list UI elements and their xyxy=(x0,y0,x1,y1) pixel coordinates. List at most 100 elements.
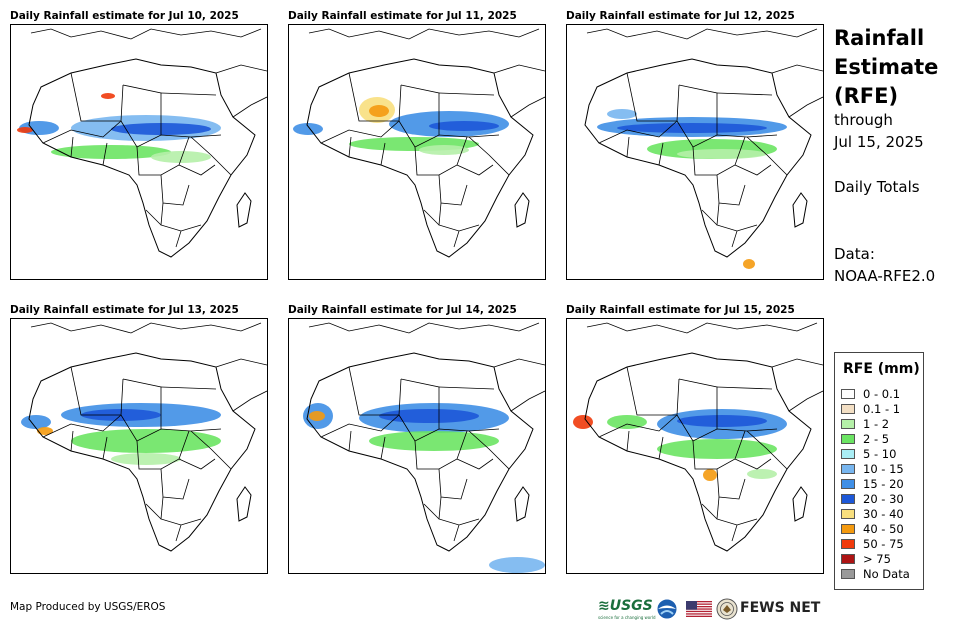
usgs-logo: ≋USGS xyxy=(598,598,653,614)
rainfall-area xyxy=(71,429,221,453)
panel-title: Daily Rainfall estimate for Jul 11, 2025 xyxy=(288,10,517,22)
legend-swatch xyxy=(841,479,855,489)
data-source: NOAA-RFE2.0 xyxy=(834,267,936,285)
africa-land xyxy=(29,59,255,257)
africa-land xyxy=(307,353,533,551)
rainfall-area xyxy=(573,415,593,429)
country-borders xyxy=(320,72,510,248)
arabian-coast xyxy=(493,358,545,412)
southern-europe-coast xyxy=(586,322,818,334)
madagascar xyxy=(514,192,530,228)
legend-label: 10 - 15 xyxy=(863,462,904,476)
coastline xyxy=(584,58,812,258)
rainfall-area xyxy=(293,123,323,135)
southern-europe-coast xyxy=(308,28,540,40)
legend-swatch xyxy=(841,509,855,519)
usgs-tagline: science for a changing world xyxy=(598,615,656,620)
country-borders xyxy=(598,72,788,248)
rainfall-area xyxy=(369,431,499,451)
period-label: Daily Totals xyxy=(834,178,920,196)
southern-europe-coast xyxy=(30,322,262,334)
legend-swatch xyxy=(841,404,855,414)
legend-label: 40 - 50 xyxy=(863,522,904,536)
map-panel-jul-11: Daily Rainfall estimate for Jul 11, 2025 xyxy=(288,10,546,280)
panel-title: Daily Rainfall estimate for Jul 12, 2025 xyxy=(566,10,795,22)
panel-title: Daily Rainfall estimate for Jul 15, 2025 xyxy=(566,304,795,316)
data-label: Data: xyxy=(834,245,875,263)
legend-swatch xyxy=(841,494,855,504)
legend-label: 15 - 20 xyxy=(863,477,904,491)
rainfall-area xyxy=(617,123,767,133)
rainfall-area xyxy=(369,105,389,117)
fews-net-logo: FEWS NET xyxy=(740,600,821,616)
rainfall-area xyxy=(419,145,469,155)
rainfall-bands xyxy=(303,403,545,573)
country-borders xyxy=(42,366,232,542)
us-flag-icon xyxy=(686,601,712,617)
legend-label: No Data xyxy=(863,567,910,581)
madagascar xyxy=(236,486,252,522)
coastline xyxy=(28,352,256,552)
legend-swatch xyxy=(841,464,855,474)
rainfall-area xyxy=(429,121,499,131)
rainfall-area xyxy=(101,93,115,99)
rainfall-bands xyxy=(17,93,221,163)
coastline xyxy=(306,352,534,552)
rainfall-area xyxy=(489,557,545,573)
state-department-seal-icon xyxy=(716,598,738,620)
arabian-coast xyxy=(215,64,267,118)
rainfall-area xyxy=(17,127,33,133)
map-panel-jul-10: Daily Rainfall estimate for Jul 10, 2025 xyxy=(10,10,268,280)
country-borders xyxy=(598,366,788,542)
legend-label: 20 - 30 xyxy=(863,492,904,506)
title-line: Estimate xyxy=(834,55,939,79)
rainfall-area xyxy=(607,109,637,119)
country-borders xyxy=(320,366,510,542)
rainfall-area xyxy=(37,427,53,435)
legend-label: 2 - 5 xyxy=(863,432,890,446)
southern-europe-coast xyxy=(308,322,540,334)
legend-swatch xyxy=(841,449,855,459)
legend-swatch xyxy=(841,389,855,399)
product-title: Rainfall Estimate (RFE) xyxy=(834,24,964,111)
country-borders xyxy=(42,72,232,248)
legend-label: 0 - 0.1 xyxy=(863,387,901,401)
legend-swatch xyxy=(841,539,855,549)
rainfall-area xyxy=(743,259,755,269)
rainfall-area xyxy=(607,415,647,429)
arabian-coast xyxy=(771,64,823,118)
map-panel-jul-12: Daily Rainfall estimate for Jul 12, 2025 xyxy=(566,10,824,280)
rainfall-area xyxy=(703,469,717,481)
coastline xyxy=(306,58,534,258)
rainfall-bands xyxy=(293,97,509,155)
rainfall-area xyxy=(379,409,479,423)
title-line: Rainfall xyxy=(834,26,925,50)
title-line: (RFE) xyxy=(834,84,899,108)
panel-title: Daily Rainfall estimate for Jul 13, 2025 xyxy=(10,304,239,316)
map-panel-jul-14: Daily Rainfall estimate for Jul 14, 2025 xyxy=(288,304,546,574)
rainfall-bands xyxy=(573,409,787,481)
panel-title: Daily Rainfall estimate for Jul 10, 2025 xyxy=(10,10,239,22)
legend-label: 30 - 40 xyxy=(863,507,904,521)
usgs-text: USGS xyxy=(609,598,653,614)
map-credit: Map Produced by USGS/EROS xyxy=(10,601,166,613)
rainfall-map xyxy=(566,318,824,574)
rainfall-map xyxy=(10,318,268,574)
rainfall-map xyxy=(10,24,268,280)
legend-swatch xyxy=(841,434,855,444)
rainfall-area xyxy=(657,439,777,459)
madagascar xyxy=(514,486,530,522)
rainfall-bands xyxy=(597,109,787,269)
legend-title: RFE (mm) xyxy=(843,361,920,377)
rainfall-map xyxy=(288,24,546,280)
arabian-coast xyxy=(771,358,823,412)
rainfall-area xyxy=(677,149,767,159)
legend-label: > 75 xyxy=(863,552,891,566)
madagascar xyxy=(236,192,252,228)
arabian-coast xyxy=(493,64,545,118)
map-panel-jul-13: Daily Rainfall estimate for Jul 13, 2025 xyxy=(10,304,268,574)
rainfall-area xyxy=(677,415,767,427)
legend-label: 5 - 10 xyxy=(863,447,897,461)
southern-europe-coast xyxy=(30,28,262,40)
